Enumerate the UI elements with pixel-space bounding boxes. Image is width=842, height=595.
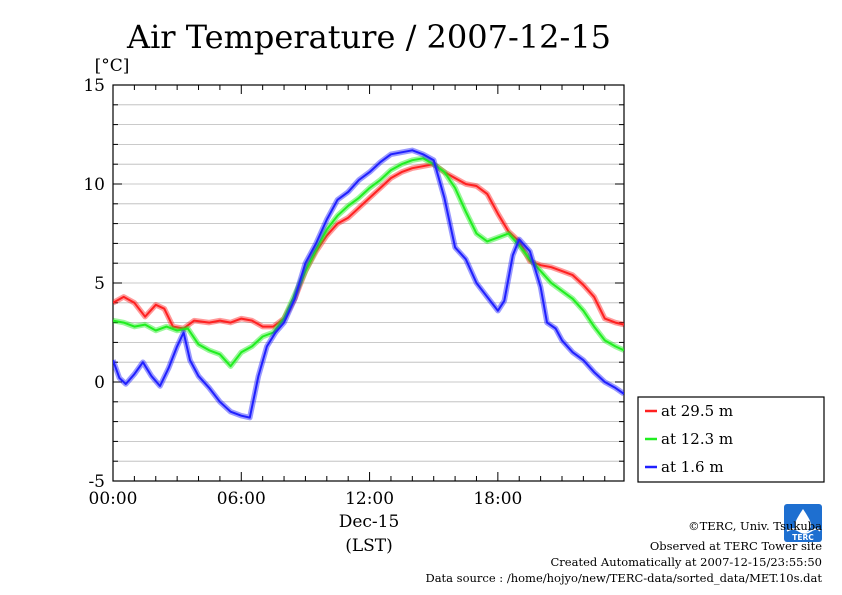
- x-date-label: Dec-15: [339, 512, 400, 532]
- x-tick-label: 12:00: [345, 489, 394, 509]
- legend-label-3: at 1.6 m: [661, 458, 724, 476]
- x-tick-labels: 00:00 06:00 12:00 18:00: [89, 489, 523, 509]
- x-axis-label: (LST): [345, 536, 393, 556]
- series-line-1: [113, 163, 624, 330]
- x-tick-label: 18:00: [473, 489, 522, 509]
- series-line-2: [113, 157, 624, 368]
- grid-lines: [113, 104, 624, 462]
- y-axis-unit-label: [°C]: [95, 56, 130, 76]
- y-tick-label: 5: [94, 274, 105, 294]
- legend-label-2: at 12.3 m: [661, 430, 733, 448]
- y-tick-label: 0: [94, 373, 105, 393]
- axis-ticks: [112, 84, 624, 482]
- legend: at 29.5 m at 12.3 m at 1.6 m: [637, 396, 825, 483]
- series-line-3: [113, 149, 624, 419]
- x-tick-label: 06:00: [217, 489, 266, 509]
- x-tick-label: 00:00: [89, 489, 138, 509]
- logo-drop-shape: [795, 509, 811, 533]
- footer-observed: Observed at TERC Tower site: [650, 539, 822, 553]
- footer-source: Data source : /home/hojyo/new/TERC-data/…: [425, 571, 822, 585]
- y-tick-label: -5: [88, 472, 105, 492]
- series-lines: [113, 147, 624, 421]
- terc-logo: TERC: [784, 504, 822, 542]
- footer-created: Created Automatically at 2007-12-15/23:5…: [551, 555, 823, 569]
- legend-box: [637, 396, 825, 483]
- y-tick-label: 15: [83, 76, 105, 96]
- footer-copyright: ©TERC, Univ. Tsukuba: [688, 519, 822, 533]
- y-tick-labels: -5 0 5 10 15: [83, 76, 105, 492]
- logo-wave-shape: [786, 528, 821, 534]
- logo-text: TERC: [792, 533, 814, 542]
- legend-label-1: at 29.5 m: [661, 402, 733, 420]
- y-tick-label: 10: [83, 175, 105, 195]
- chart-title: Air Temperature / 2007-12-15: [126, 18, 611, 56]
